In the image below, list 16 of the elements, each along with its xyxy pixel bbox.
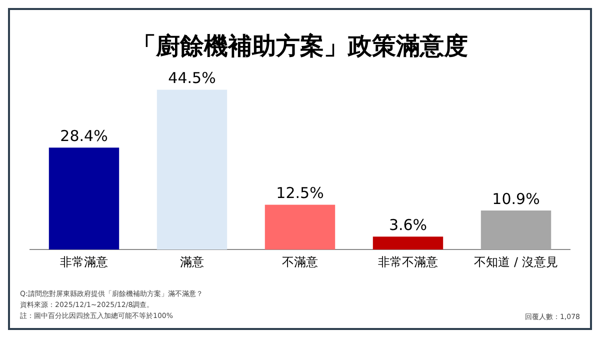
x-tick-label: 不知道 / 沒意見 <box>474 254 558 269</box>
data-label: 28.4% <box>60 127 108 146</box>
x-tick-label: 非常不滿意 <box>378 254 438 269</box>
data-label: 10.9% <box>492 190 540 208</box>
bar <box>48 148 120 250</box>
data-label: 3.6% <box>388 216 428 234</box>
data-label: 44.5% <box>168 69 216 88</box>
x-tick-label: 不滿意 <box>282 254 318 269</box>
x-tick-label: 非常滿意 <box>60 254 108 269</box>
bar <box>156 90 228 250</box>
chart-title: 「廚餘機補助方案」政策滿意度 <box>131 31 469 62</box>
bar <box>264 204 336 250</box>
bar <box>372 236 444 250</box>
bar <box>480 210 552 250</box>
x-tick-label: 滿意 <box>180 254 204 269</box>
data-label: 12.5% <box>276 184 324 202</box>
